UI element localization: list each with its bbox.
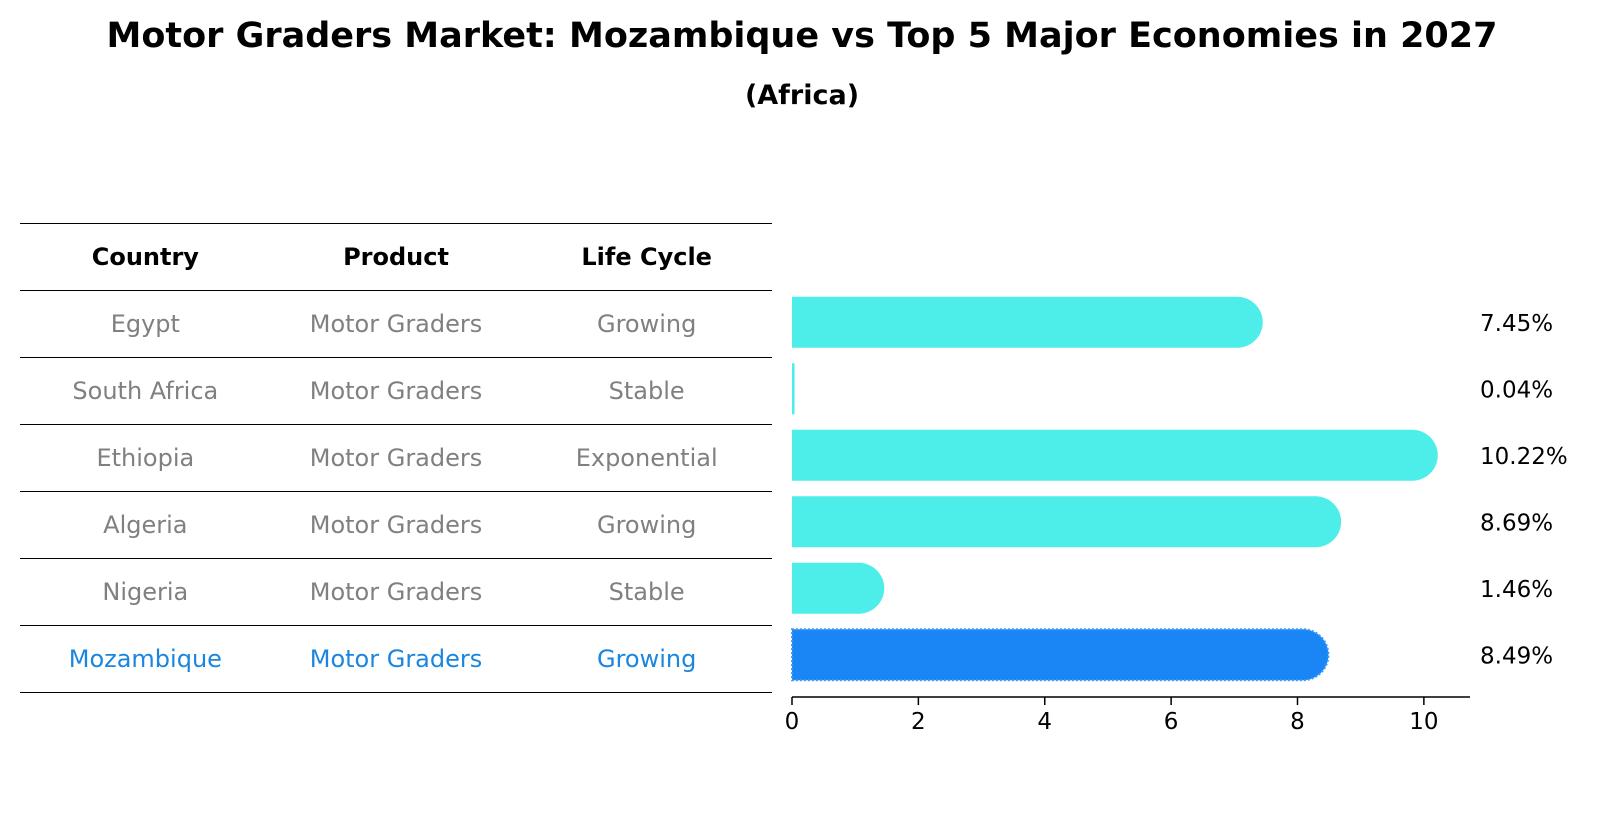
- table-header-row: Country Product Life Cycle: [20, 223, 772, 290]
- x-tick-label: 8: [1290, 709, 1305, 735]
- table-row: Nigeria Motor Graders Stable: [20, 558, 772, 625]
- chart-subtitle: (Africa): [744, 80, 860, 111]
- header-life-cycle: Life Cycle: [581, 243, 712, 271]
- bar-south-africa: [792, 363, 795, 415]
- table-row: Egypt Motor Graders Growing: [20, 290, 772, 357]
- bar-mozambique: [791, 628, 1330, 682]
- life-cycle-cell: Growing: [596, 645, 697, 673]
- product-cell: Motor Graders: [309, 645, 483, 673]
- value-label: 1.46%: [1480, 577, 1553, 603]
- country-cell: Nigeria: [102, 578, 189, 606]
- bar-egypt: [792, 296, 1263, 348]
- value-label: 8.49%: [1480, 643, 1553, 669]
- life-cycle-cell: Growing: [596, 511, 697, 539]
- life-cycle-cell: Exponential: [575, 444, 718, 472]
- data-table: Country Product Life Cycle Egypt Motor G…: [20, 223, 772, 693]
- bar-ethiopia: [792, 429, 1438, 481]
- header-country: Country: [91, 243, 199, 271]
- product-cell: Motor Graders: [309, 578, 483, 606]
- value-label: 10.22%: [1480, 444, 1568, 470]
- bar-algeria: [792, 496, 1342, 548]
- value-label: 8.69%: [1480, 510, 1553, 536]
- bar-nigeria: [792, 562, 885, 614]
- header-product: Product: [343, 243, 449, 271]
- life-cycle-cell: Growing: [596, 310, 697, 338]
- life-cycle-cell: Stable: [608, 578, 685, 606]
- country-cell: Ethiopia: [96, 444, 195, 472]
- chart-title: Motor Graders Market: Mozambique vs Top …: [106, 16, 1498, 56]
- product-cell: Motor Graders: [309, 511, 483, 539]
- product-cell: Motor Graders: [309, 310, 483, 338]
- table-row-highlight: Mozambique Motor Graders Growing: [20, 625, 772, 693]
- table-row: South Africa Motor Graders Stable: [20, 357, 772, 424]
- value-label: 0.04%: [1480, 377, 1553, 403]
- value-label: 7.45%: [1480, 311, 1553, 337]
- x-tick-label: 10: [1409, 709, 1438, 735]
- x-tick-label: 6: [1164, 709, 1179, 735]
- table-row: Algeria Motor Graders Growing: [20, 491, 772, 558]
- life-cycle-cell: Stable: [608, 377, 685, 405]
- x-tick-label: 2: [911, 709, 926, 735]
- country-cell: Mozambique: [68, 645, 222, 673]
- country-cell: Algeria: [103, 511, 188, 539]
- country-cell: South Africa: [72, 377, 219, 405]
- product-cell: Motor Graders: [309, 444, 483, 472]
- table-row: Ethiopia Motor Graders Exponential: [20, 424, 772, 491]
- x-tick-label: 0: [785, 709, 800, 735]
- country-cell: Egypt: [110, 310, 180, 338]
- product-cell: Motor Graders: [309, 377, 483, 405]
- x-tick-label: 4: [1037, 709, 1052, 735]
